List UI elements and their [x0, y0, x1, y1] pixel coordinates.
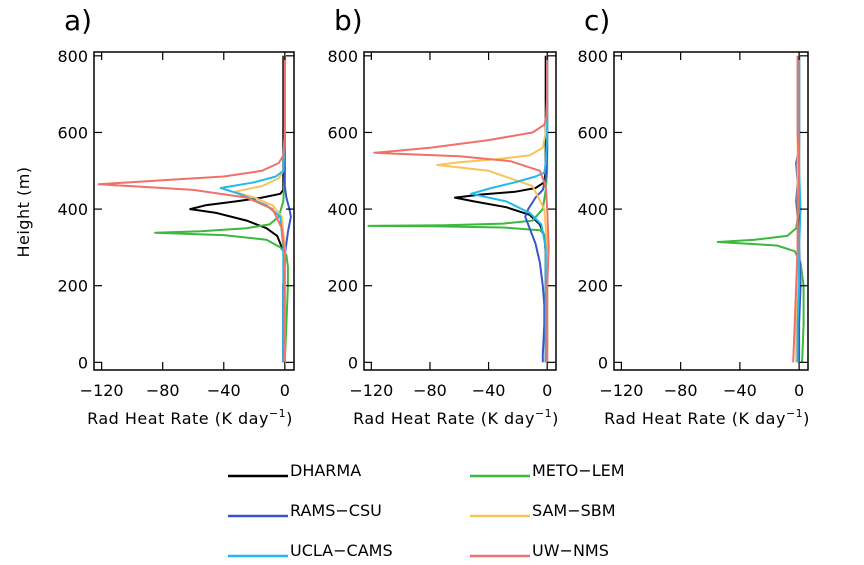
x-axis-title: Rad Heat Rate (K day−1) [353, 407, 559, 428]
legend-item: UCLA−CAMS [228, 541, 393, 560]
panel-label: b) [334, 4, 363, 37]
legend-label: DHARMA [290, 461, 361, 480]
legend-item: UW−NMS [470, 541, 609, 560]
y-tick-label: 600 [577, 123, 608, 142]
y-tick-label: 200 [327, 277, 358, 296]
x-axis-title: Rad Heat Rate (K day−1) [87, 407, 293, 428]
series-line-sam-sbm [436, 55, 549, 363]
legend-label: RAMS−CSU [290, 501, 382, 520]
y-tick-label: 0 [598, 353, 608, 372]
plot-frame [613, 51, 809, 371]
series-line-uw-nms [792, 55, 801, 363]
x-tick-label: −80 [664, 381, 698, 400]
y-tick-label: 200 [57, 277, 88, 296]
panel-3: 0 200 400 600 800 −120 −80 −40 0 c) Rad Heat Rate … [577, 4, 809, 428]
y-tick-label: 0 [348, 353, 358, 372]
y-tick-label: 400 [327, 200, 358, 219]
legend-item: METO−LEM [470, 461, 625, 480]
x-tick-label: −80 [146, 381, 180, 400]
series-line-uw-nms [373, 55, 550, 363]
y-tick-label: 200 [577, 277, 608, 296]
series-line-meto-lem [154, 55, 289, 363]
y-tick-label: 600 [327, 123, 358, 142]
legend-label: SAM−SBM [532, 501, 616, 520]
legend-label: METO−LEM [532, 461, 625, 480]
panel-2: 0 200 400 600 800 −120 −80 −40 0 b) Rad Heat Rate … [327, 4, 558, 428]
series-line-ucla-cams [470, 55, 549, 363]
series-line-uw-nms [97, 55, 286, 363]
legend-label: UW−NMS [532, 541, 609, 560]
legend-item: SAM−SBM [470, 501, 616, 520]
panels: 0 200 400 600 800 −120 −80 −40 0 a) Rad Heat Rate … [57, 4, 809, 428]
x-tick-label: −40 [723, 381, 757, 400]
y-tick-label: 0 [78, 353, 88, 372]
x-tick-label: −40 [472, 381, 506, 400]
legend-item: RAMS−CSU [228, 501, 382, 520]
legend-label: UCLA−CAMS [290, 541, 393, 560]
panel-label: c) [584, 4, 610, 37]
plot-frame [93, 51, 295, 371]
panel-label: a) [64, 4, 92, 37]
x-tick-label: −120 [599, 381, 643, 400]
legend-item: DHARMA [228, 461, 361, 480]
legend: DHARMA METO−LEM RAMS−CSU SAM−SBM UCLA−CAMS UW… [228, 461, 625, 560]
y-tick-label: 800 [57, 47, 88, 66]
x-tick-label: 0 [280, 381, 290, 400]
series-line-meto-lem [716, 55, 805, 363]
x-tick-label: −80 [413, 381, 447, 400]
y-tick-label: 400 [577, 200, 608, 219]
y-tick-label: 800 [327, 47, 358, 66]
y-tick-label: 600 [57, 123, 88, 142]
panel-1: 0 200 400 600 800 −120 −80 −40 0 a) Rad Heat Rate … [57, 4, 295, 428]
x-tick-label: −40 [207, 381, 241, 400]
y-tick-label: 400 [57, 200, 88, 219]
x-axis-title: Rad Heat Rate (K day−1) [604, 407, 810, 428]
x-tick-label: 0 [542, 381, 552, 400]
series-line-sam-sbm [233, 55, 286, 363]
x-tick-label: 0 [794, 381, 804, 400]
x-tick-label: −120 [80, 381, 124, 400]
y-axis-title: Height (m) [14, 166, 33, 257]
y-tick-label: 800 [577, 47, 608, 66]
series-line-dharma [453, 55, 547, 363]
x-tick-label: −120 [349, 381, 393, 400]
plot-frame [363, 51, 557, 371]
